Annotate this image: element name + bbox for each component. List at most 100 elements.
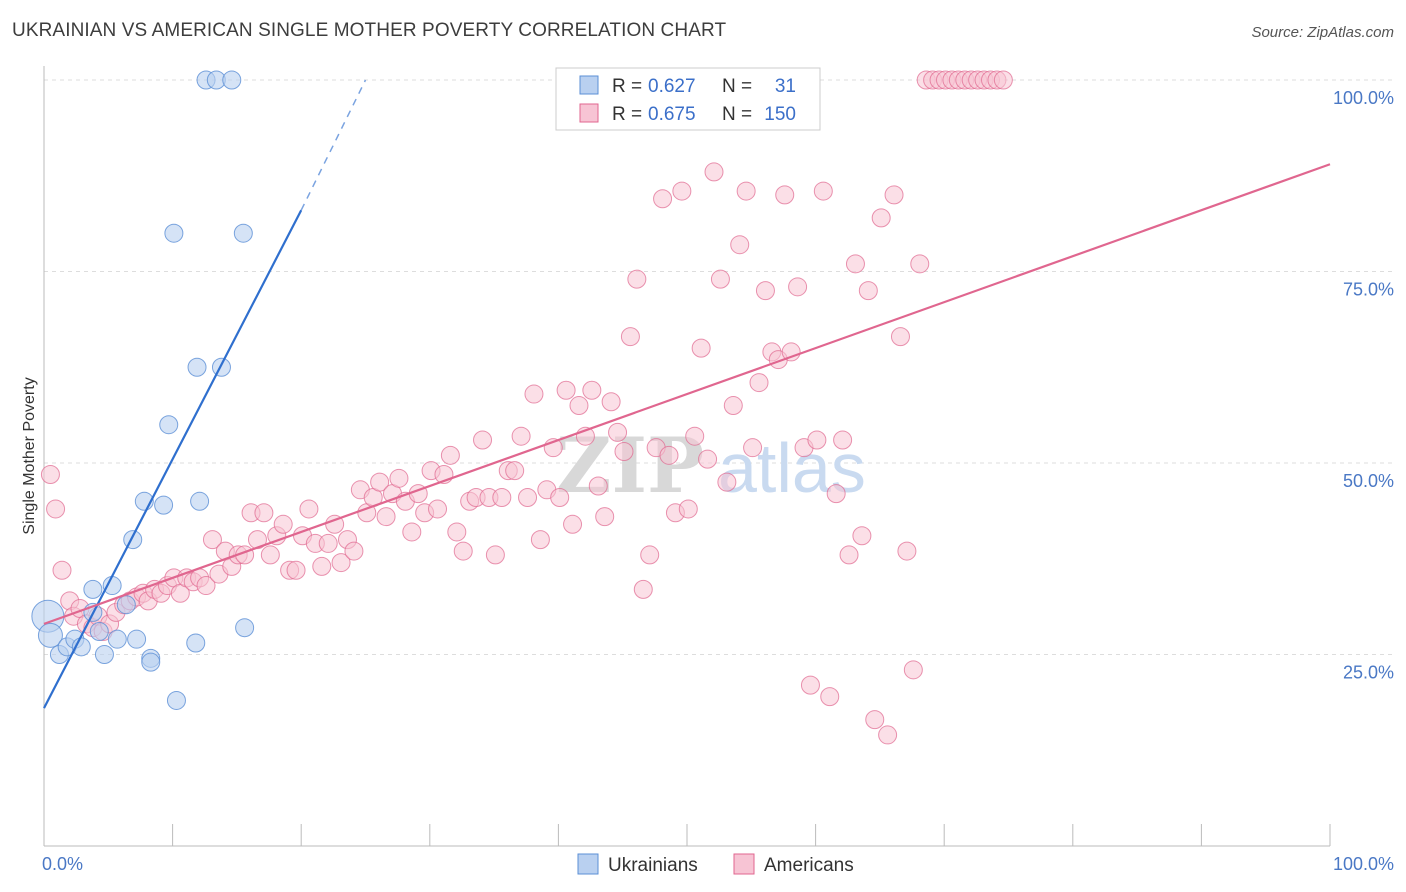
americans-point-107 <box>723 396 743 416</box>
americans-point-68 <box>473 430 493 450</box>
americans-point-126 <box>845 254 865 274</box>
americans-point-75 <box>518 487 538 507</box>
americans-point-134 <box>897 541 917 561</box>
americans-point-110 <box>743 438 763 458</box>
americans-point-131 <box>878 725 898 745</box>
americans-point-133 <box>890 327 910 347</box>
ukrainians-point-19 <box>159 415 179 435</box>
americans-point-52 <box>370 472 390 492</box>
americans-point-26 <box>202 530 222 550</box>
americans-point-63 <box>440 445 460 465</box>
chart-title: UKRAINIAN VS AMERICAN SINGLE MOTHER POVE… <box>12 20 727 41</box>
ukrainians-point-20 <box>166 690 186 710</box>
ukrainians-trend-line <box>43 209 303 709</box>
x-tick-label-0: 0.0% <box>42 854 83 874</box>
americans-point-86 <box>588 476 608 496</box>
x-tick-label-1: 100.0% <box>1333 854 1394 874</box>
americans-point-121 <box>813 181 833 201</box>
americans-point-105 <box>710 269 730 289</box>
americans-point-92 <box>627 269 647 289</box>
americans-point-102 <box>691 338 711 358</box>
legend-r-label-0: R = <box>612 76 642 97</box>
ukrainians-point-27 <box>235 618 255 638</box>
ukrainians-point-13 <box>127 629 147 649</box>
legend-frame <box>555 67 821 131</box>
americans-point-87 <box>595 507 615 527</box>
americans-point-76 <box>524 384 544 404</box>
legend-r-value-1: 0.675 <box>648 104 696 125</box>
americans-point-119 <box>800 675 820 695</box>
americans-point-85 <box>582 380 602 400</box>
ukrainians-point-23 <box>187 357 207 377</box>
y-tick-label-3: 100.0% <box>1333 88 1394 108</box>
y-tick-labels: 25.0% 50.0% 75.0% 100.0% <box>1333 88 1394 683</box>
americans-point-116 <box>781 342 801 362</box>
americans-point-34 <box>254 503 274 523</box>
ukrainians-point-24 <box>211 357 231 377</box>
americans-point-1 <box>46 499 66 519</box>
americans-point-70 <box>485 545 505 565</box>
y-tick-label-0: 25.0% <box>1343 663 1394 683</box>
americans-point-65 <box>453 541 473 561</box>
americans-point-132 <box>884 185 904 205</box>
axes <box>43 66 1331 847</box>
ukrainians-point-11 <box>107 629 127 649</box>
americans-point-129 <box>865 710 885 730</box>
americans-point-124 <box>833 430 853 450</box>
americans-point-136 <box>910 254 930 274</box>
americans-point-46 <box>331 553 351 573</box>
americans-point-127 <box>852 526 872 546</box>
americans-point-123 <box>826 484 846 504</box>
americans-point-122 <box>820 687 840 707</box>
americans-point-149 <box>993 70 1013 90</box>
bottom-legend-swatch-americans <box>733 853 755 875</box>
ukrainians-point-15 <box>141 652 161 672</box>
ukrainians-point-1 <box>37 622 63 648</box>
americans-point-35 <box>260 545 280 565</box>
americans-point-90 <box>614 442 634 462</box>
americans-point-125 <box>839 545 859 565</box>
americans-point-44 <box>318 533 338 553</box>
americans-point-128 <box>858 281 878 301</box>
americans-point-71 <box>492 487 512 507</box>
americans-point-109 <box>736 181 756 201</box>
americans-points <box>40 70 1013 745</box>
americans-point-108 <box>730 235 750 255</box>
ukrainians-point-7 <box>83 579 103 599</box>
ukrainians-point-12 <box>116 595 136 615</box>
americans-point-25 <box>196 576 216 596</box>
americans-point-57 <box>402 522 422 542</box>
ukrainians-point-10 <box>102 576 122 596</box>
legend-n-value-0: 31 <box>775 76 796 97</box>
americans-point-39 <box>286 560 306 580</box>
correlation-legend: R = 0.627 N = 31 R = 0.675 N = 150 <box>555 67 821 131</box>
americans-point-94 <box>640 545 660 565</box>
americans-point-43 <box>312 556 332 576</box>
americans-point-111 <box>749 373 769 393</box>
americans-point-89 <box>608 422 628 442</box>
americans-point-96 <box>653 189 673 209</box>
ukrainians-point-8 <box>89 622 109 642</box>
americans-point-117 <box>788 277 808 297</box>
americans-point-104 <box>704 162 724 182</box>
trend-lines <box>43 79 1331 709</box>
americans-point-112 <box>755 281 775 301</box>
americans-point-53 <box>376 507 396 527</box>
americans-point-73 <box>505 461 525 481</box>
legend-n-value-1: 150 <box>764 104 796 125</box>
americans-point-81 <box>556 380 576 400</box>
x-tick-labels: 0.0% 100.0% <box>42 854 1394 874</box>
bottom-legend-ukrainians: Ukrainians <box>608 855 698 876</box>
ukrainians-point-18 <box>154 495 174 515</box>
series-legend: Ukrainians Americans <box>577 853 854 876</box>
americans-point-74 <box>511 426 531 446</box>
americans-point-120 <box>807 430 827 450</box>
y-tick-label-2: 75.0% <box>1343 280 1394 300</box>
americans-point-115 <box>775 185 795 205</box>
americans-point-100 <box>678 499 698 519</box>
americans-point-41 <box>299 499 319 519</box>
americans-point-48 <box>344 541 364 561</box>
legend-r-label-1: R = <box>612 104 642 125</box>
y-axis-title: Single Mother Poverty <box>21 377 38 534</box>
